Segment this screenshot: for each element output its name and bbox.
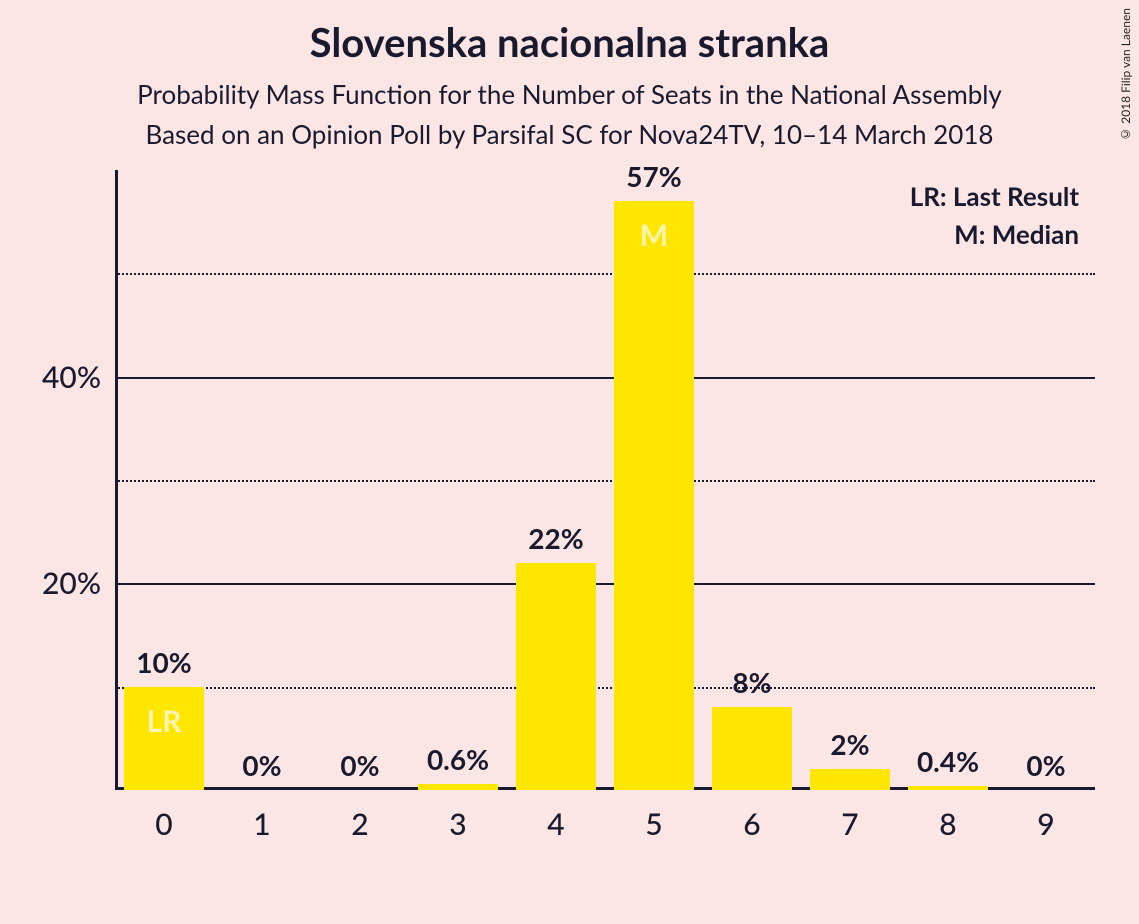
y-tick-label: 40% — [42, 359, 101, 395]
bar: 0.4% — [908, 786, 988, 790]
bar-value-label: 8% — [732, 665, 771, 699]
bar: 10%LR — [124, 687, 204, 790]
bar-value-label: 0% — [1026, 748, 1065, 782]
copyright-text: © 2018 Filip van Laenen — [1118, 8, 1133, 142]
x-tick-label: 0 — [155, 806, 172, 842]
bar-value-label: 2% — [830, 727, 869, 761]
gridline-minor — [115, 480, 1095, 482]
bar-inner-label: M — [640, 217, 668, 253]
legend-lr: LR: Last Result — [910, 180, 1079, 212]
plot-area: LR: Last Result M: Median 20%40%10%LR00%… — [115, 170, 1095, 850]
bar-value-label: 10% — [136, 645, 191, 679]
x-tick-label: 4 — [547, 806, 564, 842]
x-tick-label: 3 — [449, 806, 466, 842]
bar-value-label: 0.6% — [427, 742, 489, 776]
bar-value-label: 57% — [626, 159, 681, 193]
bar-value-label: 0% — [242, 748, 281, 782]
gridline-major — [115, 377, 1095, 379]
x-tick-label: 5 — [645, 806, 662, 842]
legend: LR: Last Result M: Median — [910, 180, 1079, 256]
bar: 2% — [810, 769, 890, 790]
x-tick-label: 7 — [841, 806, 858, 842]
x-tick-label: 1 — [253, 806, 270, 842]
x-tick-label: 9 — [1037, 806, 1054, 842]
gridline-minor — [115, 273, 1095, 275]
bar: 0.6% — [418, 784, 498, 790]
chart-title: Slovenska nacionalna stranka — [0, 18, 1139, 66]
bar-value-label: 0.4% — [917, 744, 979, 778]
bar: 22% — [516, 563, 596, 790]
bar-value-label: 22% — [528, 521, 583, 555]
bar: 8% — [712, 707, 792, 790]
gridline-minor — [115, 687, 1095, 689]
x-tick-label: 8 — [939, 806, 956, 842]
gridline-major — [115, 583, 1095, 585]
bar-inner-label: LR — [147, 703, 182, 739]
chart-subtitle-1: Probability Mass Function for the Number… — [0, 78, 1139, 110]
y-tick-label: 20% — [42, 565, 101, 601]
chart-canvas: Slovenska nacionalna stranka Probability… — [0, 0, 1139, 924]
x-tick-label: 2 — [351, 806, 368, 842]
legend-m: M: Median — [910, 218, 1079, 250]
x-tick-label: 6 — [743, 806, 760, 842]
bar: 57%M — [614, 201, 694, 790]
chart-subtitle-2: Based on an Opinion Poll by Parsifal SC … — [0, 118, 1139, 150]
bar-value-label: 0% — [340, 748, 379, 782]
